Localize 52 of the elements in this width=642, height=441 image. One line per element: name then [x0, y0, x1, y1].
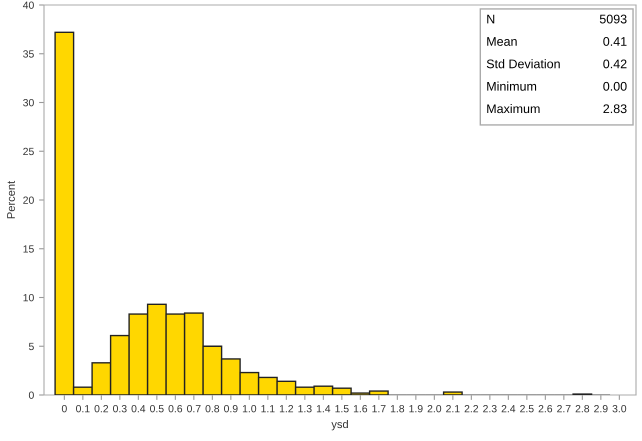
x-tick-label: 3.0 [612, 404, 626, 412]
x-tick-label: 1.4 [316, 405, 330, 412]
y-tick-label: 40 [22, 2, 34, 9]
x-tick-label: 2.5 [520, 404, 534, 412]
x-tick-label: 1.5 [335, 405, 349, 412]
annotation: Minimum [487, 82, 536, 91]
y-tick-label: 35 [23, 50, 34, 58]
annotation: N [487, 14, 494, 24]
x-tick-label: 0.3 [113, 404, 127, 412]
x-tick-label: 0.1 [76, 404, 90, 412]
y-tick-label: 10 [23, 294, 34, 302]
x-tick-label: 2.7 [557, 404, 571, 412]
annotation: Maximum [487, 104, 540, 114]
y-tick-label: 20 [23, 196, 34, 204]
x-tick-label: 2.0 [428, 404, 442, 412]
x-tick-label: 0.9 [224, 404, 238, 412]
x-tick-label: 0.5 [150, 404, 164, 412]
x-tick-label: 0.6 [168, 404, 182, 412]
x-axis-title: ysd [331, 420, 348, 430]
y-tick-label: 15 [23, 245, 34, 253]
x-tick-label: 2.9 [594, 404, 608, 412]
annotation: 2.83 [603, 104, 627, 114]
x-tick-label: 0.4 [132, 404, 146, 412]
x-tick-label: 1.1 [261, 405, 275, 412]
x-tick-label: 0.8 [206, 404, 220, 412]
x-tick-label: 1.6 [354, 404, 368, 412]
x-tick-label: 1.7 [372, 405, 386, 412]
x-tick-label: 0.2 [94, 404, 108, 412]
x-tick-label: 1.0 [242, 404, 256, 412]
y-tick-label: 0 [28, 392, 34, 399]
x-tick-label: 1.8 [390, 404, 404, 412]
annotation: 0.41 [603, 37, 627, 46]
x-tick-label: 0.7 [187, 404, 201, 412]
x-tick-label: 1.3 [298, 404, 312, 412]
x-tick-label: 2.8 [576, 404, 590, 412]
annotation: Mean [487, 37, 517, 46]
x-tick-label: 2.3 [483, 404, 497, 412]
x-tick-label: 2.4 [502, 404, 516, 412]
x-tick-label: 1.9 [409, 404, 423, 412]
annotation: Std Deviation [486, 59, 560, 68]
y-axis-title: Percent [7, 180, 15, 218]
y-tick-label: 30 [23, 99, 34, 106]
annotation: 0.42 [603, 59, 626, 68]
y-tick-label: 25 [23, 148, 34, 156]
x-tick-label: 0 [62, 404, 67, 412]
x-tick-label: 1.2 [280, 404, 294, 412]
annotation: 5093 [600, 14, 627, 24]
x-tick-label: 2.2 [464, 404, 478, 412]
x-tick-label: 2.1 [446, 404, 460, 412]
x-tick-label: 2.6 [538, 404, 552, 412]
annotation: 0.00 [603, 82, 627, 91]
y-tick-label: 5 [28, 342, 34, 350]
